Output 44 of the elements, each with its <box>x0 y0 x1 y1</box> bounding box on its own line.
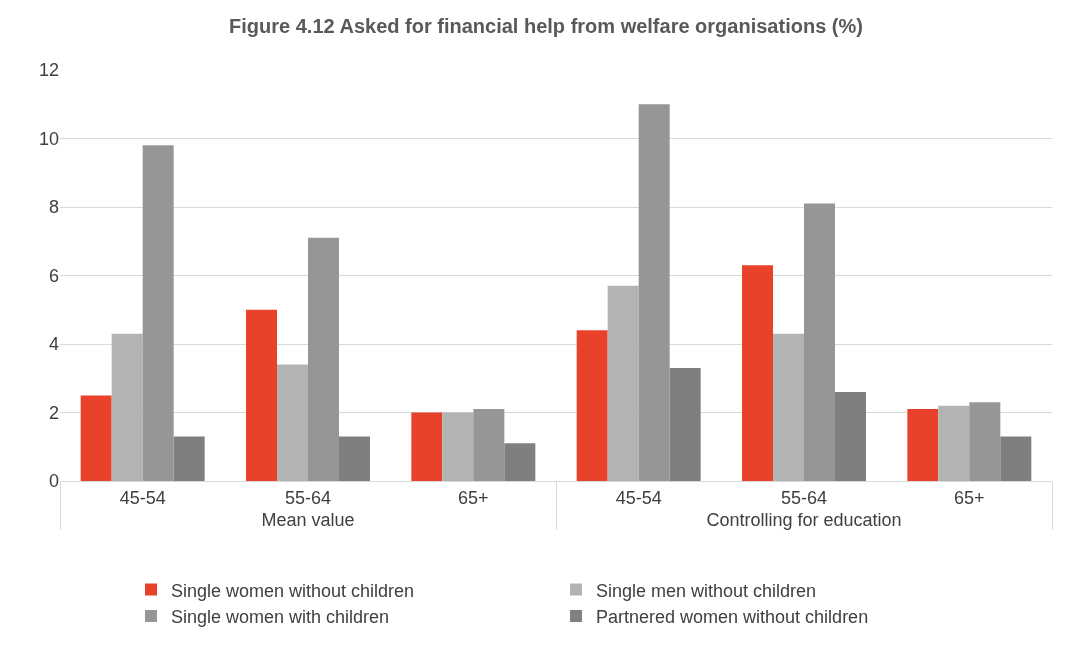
x-tick-label: 65+ <box>458 487 489 508</box>
bar <box>576 330 608 481</box>
bar <box>607 285 639 481</box>
x-tick-label: 55-64 <box>284 487 332 508</box>
y-tick-label: 0 <box>48 471 59 492</box>
bar <box>277 364 308 481</box>
x-tick-label: 55-64 <box>780 487 828 508</box>
bar <box>308 237 339 481</box>
x-tick-label: 45-54 <box>615 487 662 508</box>
y-tick-label: 10 <box>38 128 59 149</box>
legend-label: Single women with children <box>171 607 390 628</box>
y-tick-label: 2 <box>48 402 59 423</box>
bar <box>969 402 1001 481</box>
bar <box>339 436 370 481</box>
legend-label: Single men without children <box>596 580 817 601</box>
x-tick-label: 65+ <box>954 487 985 508</box>
bar <box>907 409 939 481</box>
bar <box>504 443 536 481</box>
y-tick-label: 4 <box>48 334 59 355</box>
legend-label: Single women without children <box>171 580 415 601</box>
bar <box>473 409 505 481</box>
bar <box>773 333 804 481</box>
text: Mean value <box>261 509 355 530</box>
bar <box>835 391 866 481</box>
chart-title: Figure 4.12 Asked for financial help from welfare organisations (%) <box>229 15 863 38</box>
legend-label: Partnered women without children <box>596 607 869 628</box>
bar <box>173 436 205 481</box>
bar <box>804 203 835 481</box>
bar <box>938 405 970 481</box>
y-tick-label: 6 <box>48 265 59 286</box>
bar <box>669 367 701 481</box>
bar <box>638 104 670 481</box>
x-tick-label: 45-54 <box>119 487 166 508</box>
text: Controlling for education <box>706 509 902 530</box>
y-tick-label: 12 <box>38 60 59 81</box>
bar <box>742 265 773 481</box>
bar <box>142 145 174 481</box>
bar <box>442 412 474 481</box>
bar <box>80 395 112 481</box>
bar <box>111 333 143 481</box>
bar <box>246 309 277 481</box>
bar <box>411 412 443 481</box>
y-tick-label: 8 <box>48 197 59 218</box>
bar <box>1000 436 1032 481</box>
